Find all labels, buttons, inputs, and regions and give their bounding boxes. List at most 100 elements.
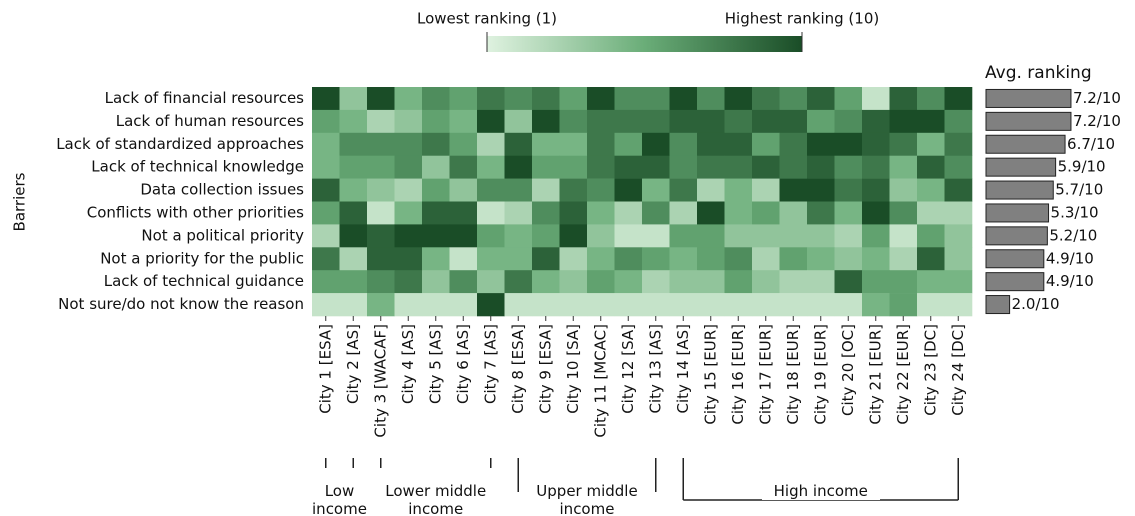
avg-label: 6.7/10: [1067, 135, 1115, 153]
heatmap-cell: [862, 155, 890, 179]
heatmap-cell: [752, 247, 780, 271]
avg-label: 2.0/10: [1012, 295, 1060, 313]
heatmap-cell: [559, 293, 588, 317]
heatmap-cell: [449, 155, 478, 179]
heatmap-cell: [339, 87, 368, 111]
heatmap-cell: [779, 87, 808, 111]
heatmap-cell: [477, 293, 505, 317]
heatmap-cell: [752, 132, 780, 156]
heatmap-cell: [944, 247, 973, 271]
heatmap-cell: [312, 155, 340, 179]
heatmap-cell: [834, 270, 863, 294]
heatmap-cell: [697, 178, 725, 202]
heatmap-cell: [862, 87, 890, 111]
heatmap-cell: [779, 247, 808, 271]
avg-bar: [985, 226, 1048, 246]
heatmap-cell: [477, 132, 505, 156]
avg-label: 5.3/10: [1051, 203, 1099, 221]
heatmap-cell: [807, 132, 835, 156]
heatmap-cell: [339, 270, 368, 294]
heatmap-cell: [367, 155, 395, 179]
heatmap-cell: [394, 155, 423, 179]
heatmap-cell: [532, 293, 560, 317]
heatmap-cell: [477, 87, 505, 111]
heatmap-cell: [724, 247, 753, 271]
heatmap-cell: [477, 178, 505, 202]
heatmap-cell: [862, 132, 890, 156]
heatmap-cell: [532, 155, 560, 179]
heatmap-cell: [449, 270, 478, 294]
x-tick-label: City 15 [EUR]: [701, 324, 719, 425]
heatmap-cell: [697, 270, 725, 294]
heatmap-cell: [532, 270, 560, 294]
x-tick-label: City 16 [EUR]: [729, 324, 747, 425]
heatmap-cell: [559, 201, 588, 225]
heatmap-cell: [394, 201, 423, 225]
heatmap-cell: [339, 224, 368, 248]
heatmap-cell: [834, 201, 863, 225]
x-tick-label: City 3 [WACAF]: [371, 324, 389, 438]
heatmap-cell: [339, 178, 368, 202]
heatmap-cell: [422, 224, 450, 248]
heatmap-cell: [862, 224, 890, 248]
heatmap-cell: [724, 178, 753, 202]
heatmap-cell: [807, 87, 835, 111]
heatmap-cell: [834, 87, 863, 111]
heatmap-cell: [532, 201, 560, 225]
heatmap-cell: [642, 87, 670, 111]
x-tick-label: City 9 [ESA]: [536, 324, 554, 414]
heatmap-cell: [367, 201, 395, 225]
income-group-label: High income: [761, 482, 880, 500]
heatmap-cell: [724, 87, 753, 111]
heatmap-cell: [752, 201, 780, 225]
heatmap-cell: [504, 132, 533, 156]
heatmap-cell: [559, 155, 588, 179]
row-label: Lack of financial resources: [105, 89, 305, 107]
heatmap-cell: [587, 224, 615, 248]
heatmap-cell: [312, 178, 340, 202]
heatmap-cell: [697, 132, 725, 156]
heatmap-cell: [834, 293, 863, 317]
x-tick-label: City 24 [DC]: [949, 324, 967, 416]
heatmap-cell: [697, 293, 725, 317]
heatmap-cell: [532, 109, 560, 134]
heatmap-cell: [669, 155, 698, 179]
heatmap-cell: [614, 201, 643, 225]
heatmap-cell: [642, 201, 670, 225]
heatmap-cell: [642, 109, 670, 134]
income-group-label: Upper middle income: [528, 482, 646, 516]
heatmap-cell: [449, 87, 478, 111]
heatmap-cell: [917, 155, 945, 179]
heatmap-cell: [807, 270, 835, 294]
heatmap-cell: [944, 109, 973, 134]
heatmap-cell: [642, 155, 670, 179]
heatmap-cell: [807, 247, 835, 271]
heatmap-cell: [367, 178, 395, 202]
heatmap-cell: [394, 293, 423, 317]
heatmap-cell: [422, 247, 450, 271]
heatmap-cell: [559, 270, 588, 294]
avg-bar: [985, 157, 1057, 177]
heatmap-cell: [477, 270, 505, 294]
x-tick-label: City 12 [SA]: [619, 324, 637, 414]
heatmap-cell: [752, 293, 780, 317]
heatmap-cell: [807, 293, 835, 317]
heatmap-cell: [697, 247, 725, 271]
row-label: Not a priority for the public: [100, 249, 304, 267]
heatmap-cell: [614, 293, 643, 317]
heatmap-cell: [669, 87, 698, 111]
heatmap-cell: [642, 178, 670, 202]
heatmap-cell: [889, 132, 918, 156]
heatmap-cell: [724, 224, 753, 248]
heatmap-cell: [807, 155, 835, 179]
heatmap-cell: [477, 201, 505, 225]
heatmap-cell: [504, 155, 533, 179]
x-tick-label: City 6 [AS]: [454, 324, 472, 404]
heatmap-cell: [917, 201, 945, 225]
heatmap-cell: [779, 178, 808, 202]
heatmap-cell: [889, 178, 918, 202]
avg-bar: [985, 111, 1072, 131]
heatmap-cell: [312, 270, 340, 294]
avg-label: 7.2/10: [1073, 89, 1121, 107]
